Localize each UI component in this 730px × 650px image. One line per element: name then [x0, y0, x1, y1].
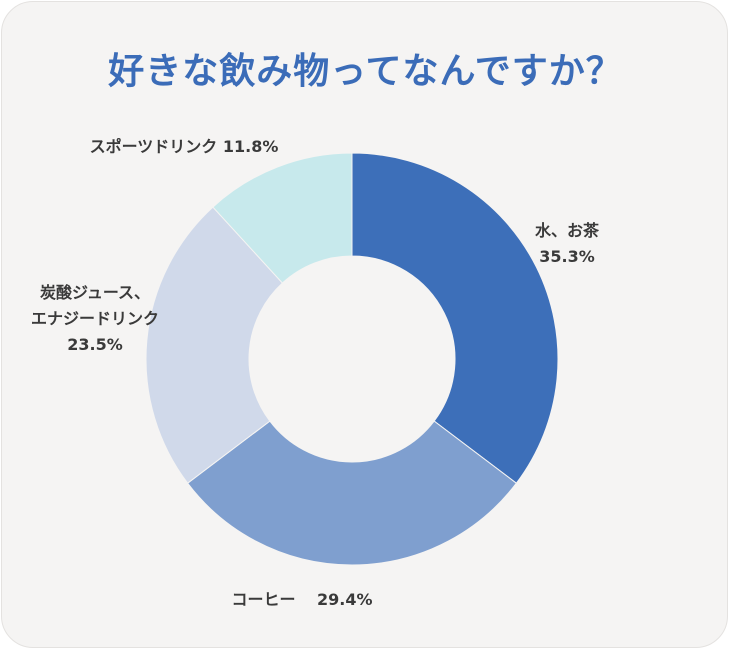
- slice-2: [186, 420, 518, 566]
- slice-value-text: 35.3%: [539, 247, 595, 266]
- chart-title: 好きな飲み物ってなんですか？: [108, 51, 623, 92]
- slice-1: [351, 152, 559, 484]
- slice-4: [212, 152, 353, 284]
- slice-label-text: スポーツドリンク 11.8%: [90, 137, 279, 156]
- slice-label-4: スポーツドリンク 11.8%: [90, 137, 279, 156]
- slice-value-text: 23.5%: [67, 335, 123, 354]
- slice-label-text: コーヒー 29.4%: [231, 590, 372, 609]
- slice-label-2: コーヒー 29.4%: [231, 590, 372, 609]
- slice-label-1: 水、お茶 35.3%: [535, 221, 600, 266]
- slice-label-line: 水、お茶: [535, 221, 600, 240]
- slice-label-3: 炭酸ジュース、エナジードリンク 23.5%: [31, 283, 159, 354]
- labels-group: 水、お茶 35.3% コーヒー 29.4% 炭酸ジュース、エナジードリンク 23.5% ス…: [31, 137, 600, 609]
- slice-label-line: エナジードリンク: [31, 309, 159, 328]
- slice-label-line: 炭酸ジュース、: [40, 283, 150, 302]
- slices-group: [145, 152, 559, 566]
- slice-3: [145, 206, 284, 484]
